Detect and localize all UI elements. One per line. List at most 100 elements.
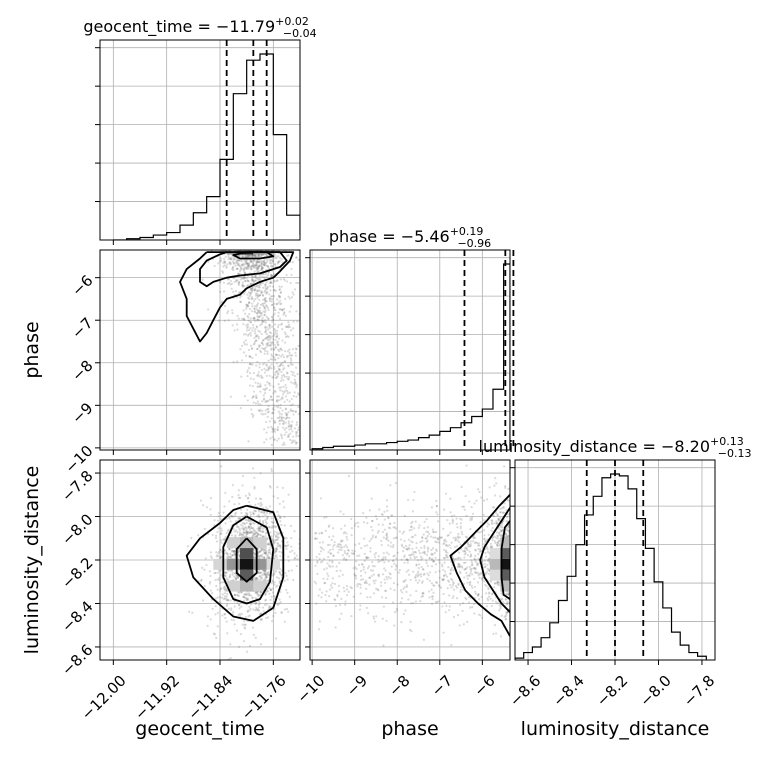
sample-point (254, 255, 257, 258)
sample-point (398, 568, 401, 572)
sample-point (235, 629, 239, 632)
sample-point (265, 369, 268, 372)
sample-point (260, 618, 263, 622)
sample-point (334, 604, 338, 608)
sample-point (496, 543, 499, 547)
sample-point (283, 515, 286, 518)
sample-point (499, 507, 502, 511)
sample-point (496, 534, 499, 537)
sample-point (246, 513, 249, 516)
sample-point (499, 605, 503, 608)
sample-point (281, 309, 284, 312)
sample-point (366, 596, 369, 599)
sample-point (273, 571, 276, 574)
sample-point (466, 574, 469, 577)
sample-point (259, 574, 262, 577)
sample-point (258, 515, 261, 518)
sample-point (234, 257, 237, 260)
sample-point (410, 553, 413, 556)
sample-point (489, 597, 492, 600)
sample-point (250, 282, 253, 286)
sample-point (245, 307, 248, 310)
sample-point (217, 511, 221, 515)
sample-point (223, 257, 226, 261)
sample-point (252, 401, 255, 404)
sample-point (437, 537, 440, 540)
sample-point (230, 618, 233, 621)
sample-point (266, 350, 269, 353)
sample-point (426, 572, 429, 575)
sample-point (434, 536, 437, 539)
sample-point (498, 581, 501, 585)
sample-point (238, 612, 241, 615)
sample-point (263, 551, 267, 554)
sample-point (257, 284, 261, 287)
sample-point (238, 603, 241, 606)
sample-point (466, 542, 469, 546)
sample-point (295, 395, 298, 398)
sample-point (206, 615, 210, 618)
sample-point (280, 523, 283, 527)
sample-point (270, 274, 273, 277)
sample-point (326, 577, 329, 581)
sample-point (297, 426, 300, 429)
sample-point (283, 307, 286, 311)
sample-point (432, 560, 435, 563)
sample-point (491, 539, 494, 542)
sample-point (323, 516, 326, 519)
sample-point (260, 341, 263, 344)
sample-point (232, 258, 236, 261)
sample-point (251, 535, 254, 538)
sample-point (217, 515, 220, 518)
sample-point (241, 283, 244, 286)
sample-point (270, 348, 273, 351)
sample-point (276, 262, 279, 265)
sample-point (413, 490, 416, 494)
sample-point (276, 279, 279, 282)
sample-point (256, 312, 259, 315)
sample-point (275, 556, 278, 559)
sample-point (260, 368, 263, 372)
sample-point (272, 542, 276, 545)
sample-point (245, 265, 248, 269)
sample-point (411, 541, 414, 544)
sample-point (244, 333, 248, 336)
sample-point (245, 531, 249, 534)
sample-point (261, 555, 264, 559)
sample-point (286, 591, 289, 594)
sample-point (336, 593, 339, 597)
sample-point (270, 425, 273, 428)
sample-point (257, 557, 260, 560)
sample-point (228, 281, 231, 285)
sample-point (380, 558, 383, 561)
sample-point (276, 261, 279, 264)
sample-point (232, 290, 235, 293)
sample-point (239, 264, 242, 268)
sample-point (406, 498, 410, 502)
sample-point (249, 321, 252, 324)
sample-point (396, 583, 399, 586)
sample-point (226, 555, 229, 558)
sample-point (460, 565, 463, 568)
sample-point (249, 607, 252, 610)
sample-point (229, 395, 232, 398)
sample-point (260, 259, 263, 263)
sample-point (224, 574, 227, 577)
sample-point (247, 348, 251, 352)
sample-point (274, 611, 277, 615)
sample-point (248, 333, 251, 336)
sample-point (272, 385, 275, 388)
sample-point (412, 570, 415, 573)
sample-point (258, 264, 261, 267)
sample-point (242, 262, 245, 265)
sample-point (500, 592, 503, 595)
sample-point (457, 556, 460, 559)
sample-point (498, 532, 501, 535)
sample-point (266, 369, 270, 372)
sample-point (233, 623, 236, 626)
sample-point (264, 518, 267, 522)
sample-point (477, 574, 480, 577)
sample-point (278, 296, 281, 299)
sample-point (279, 386, 283, 389)
sample-point (257, 527, 261, 530)
